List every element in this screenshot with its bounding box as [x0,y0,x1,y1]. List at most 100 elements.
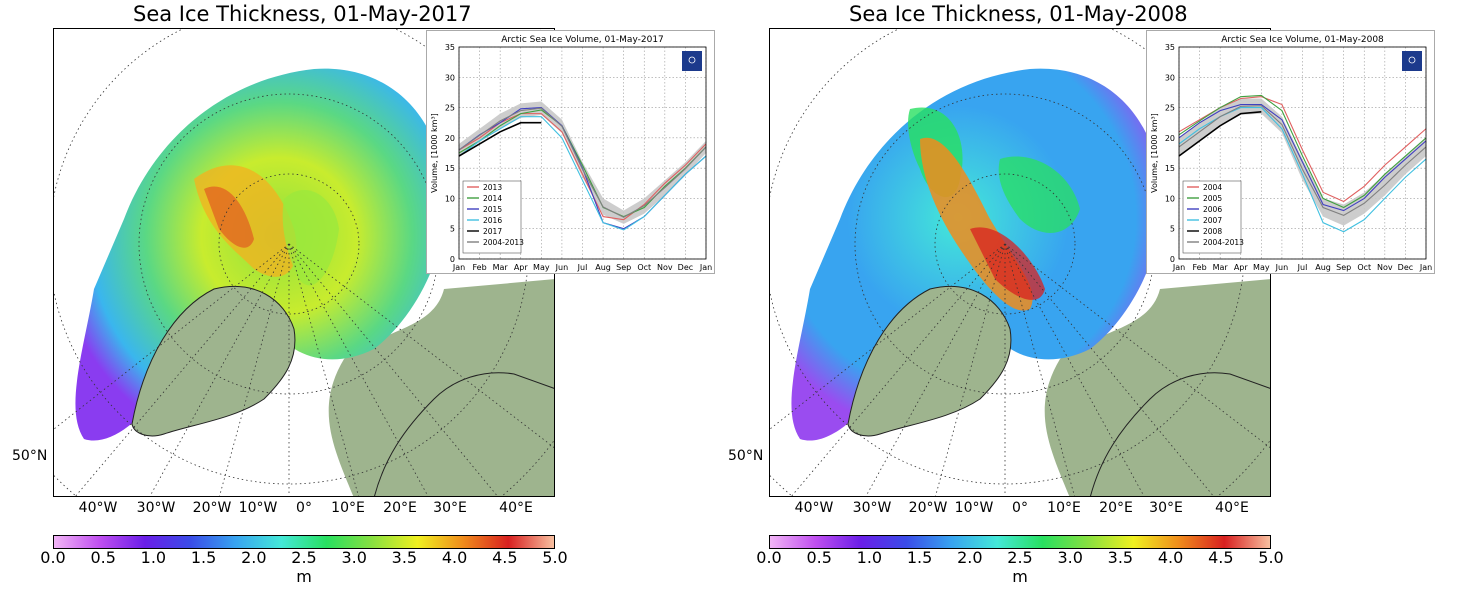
x-tick-label: Sep [616,263,631,272]
y-tick-label: 35 [1165,43,1175,52]
x-tick-label: Dec [678,263,693,272]
series-line [1178,105,1427,216]
colorbar-tick-label: 1.0 [856,548,883,567]
y-tick-label: 20 [445,134,455,143]
y-tick-label: 0 [450,255,455,264]
map-panel-2017: Sea Ice Thickness, 01-May-2017 [0,0,715,589]
map-title: Sea Ice Thickness, 01-May-2008 [849,2,1188,26]
y-axis-label: Volume, [1000 km³] [430,113,439,193]
longitude-label: 30°W [136,500,176,516]
longitude-label: 40°W [78,500,118,516]
longitude-label: 10°E [1047,500,1081,516]
longitude-label: 30°E [1149,500,1183,516]
longitude-label: 30°W [852,500,892,516]
x-tick-label: Feb [472,263,486,272]
band-area [459,101,706,224]
y-tick-label: 10 [445,194,455,203]
colorbar-tick-label: 5.0 [1258,548,1284,567]
x-tick-label: Jul [1297,263,1308,272]
latitude-label: 50°N [12,448,48,464]
ice-volume-chart: Arctic Sea Ice Volume, 01-May-2008 0 5 10 15… [1146,30,1435,274]
longitude-label: 40°W [794,500,834,516]
series-line [458,121,542,157]
x-tick-label: Jan [452,263,465,272]
longitude-label: 20°W [192,500,232,516]
y-tick-label: 20 [1165,134,1175,143]
colorbar-tick-label: 3.0 [341,548,367,567]
colorbar [53,535,555,549]
plot-frame [458,46,707,260]
legend-label: 2014 [483,194,502,203]
x-tick-label: May [533,263,550,272]
longitude-label: 20°E [383,500,417,516]
x-tick-label: Oct [637,263,651,272]
colorbar-tick-label: 3.5 [1107,548,1134,567]
series-line [1178,111,1262,157]
colorbar-tick-label: 2.0 [957,548,983,567]
x-tick-label: Dec [1398,263,1413,272]
y-tick-label: 30 [445,73,455,82]
x-tick-label: Jul [577,263,588,272]
y-tick-label: 0 [1170,255,1175,264]
x-tick-label: May [1253,263,1270,272]
y-tick-label: 25 [445,104,455,113]
legend-label: 2017 [483,227,502,236]
colorbar-tick-label: 0.5 [806,548,832,567]
legend-label: 2004-2013 [1203,238,1244,247]
x-tick-label: Feb [1192,263,1206,272]
colorbar-tick-label: 5.0 [542,548,568,567]
colorbar-tick-label: 1.0 [140,548,167,567]
series-line [1178,94,1427,209]
x-tick-label: Jan [1172,263,1185,272]
colorbar-tick-label: 3.5 [391,548,418,567]
colorbar-tick-label: 2.5 [1007,548,1033,567]
series-line [458,107,707,218]
x-tick-label: Jun [1275,263,1289,272]
x-tick-label: Aug [595,263,611,272]
y-tick-label: 15 [1165,164,1175,173]
legend-label: 2008 [1203,227,1222,236]
colorbar-tick-label: 1.5 [906,548,933,567]
longitude-label: 30°E [433,500,467,516]
x-tick-label: Aug [1315,263,1331,272]
legend-label: 2004 [1203,183,1222,192]
legend-label: 2006 [1203,205,1222,214]
colorbar-tick-label: 4.0 [441,548,468,567]
x-tick-label: Jan [1419,263,1432,272]
x-tick-label: Jun [555,263,569,272]
plot-frame [1178,46,1427,260]
chart-title: Arctic Sea Ice Volume, 01-May-2017 [501,35,664,45]
longitude-label: 20°W [908,500,948,516]
x-tick-label: Mar [1213,263,1229,272]
legend-label: 2013 [483,183,502,192]
colorbar [769,535,1271,549]
y-tick-label: 10 [1165,194,1175,203]
colorbar-tick-label: 4.5 [1208,548,1234,567]
x-tick-label: Jan [699,263,712,272]
longitude-label: 0° [1012,500,1028,516]
colorbar-tick-label: 2.5 [291,548,317,567]
longitude-label: 40°E [1215,500,1249,516]
y-tick-label: 35 [445,43,455,52]
colorbar-tick-label: 4.0 [1157,548,1184,567]
colorbar-tick-label: 0.0 [40,548,66,567]
legend-label: 2004-2013 [483,238,524,247]
legend-label: 2007 [1203,216,1222,225]
x-tick-label: Sep [1336,263,1351,272]
longitude-label: 20°E [1099,500,1133,516]
y-axis-label: Volume, [1000 km³] [1150,113,1159,193]
y-tick-label: 5 [1170,225,1175,234]
y-tick-label: 25 [1165,104,1175,113]
series-line [458,116,707,231]
x-tick-label: Apr [1234,263,1249,272]
legend-label: 2015 [483,205,502,214]
longitude-label: 10°W [238,500,278,516]
legend-label: 2016 [483,216,502,225]
legend-label: 2005 [1203,194,1222,203]
x-tick-label: Nov [1377,263,1393,272]
y-tick-label: 15 [445,164,455,173]
chart-title: Arctic Sea Ice Volume, 01-May-2008 [1221,35,1384,45]
dmi-logo [682,51,702,71]
x-tick-label: Apr [514,263,529,272]
legend-box [462,180,522,254]
